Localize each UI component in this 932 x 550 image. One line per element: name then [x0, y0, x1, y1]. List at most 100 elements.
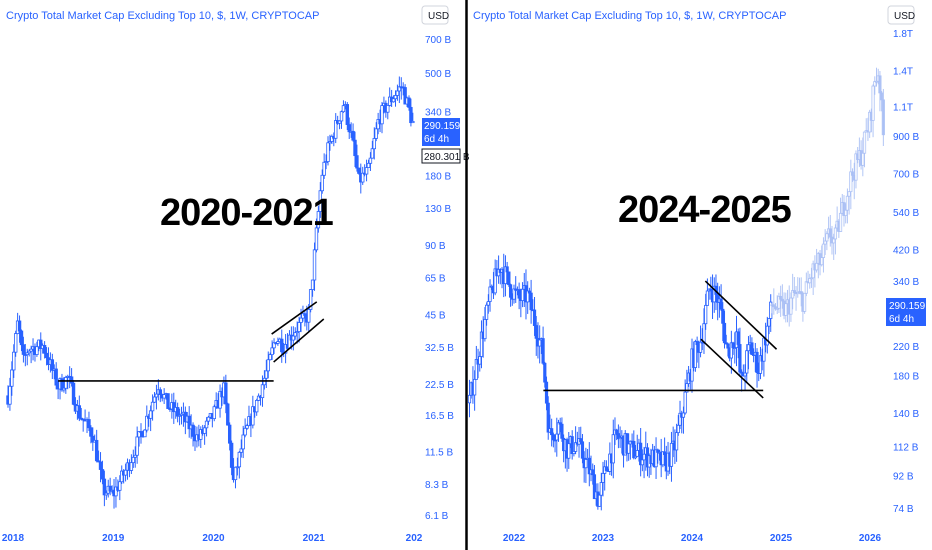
right-price-tick: 1.8T: [893, 29, 913, 40]
right-candle: [633, 455, 638, 459]
left-time-axis: 2018 2019 2020 2021 202: [2, 533, 423, 544]
left-candle: [224, 382, 228, 405]
left-candle: [89, 427, 93, 437]
left-candle: [299, 317, 303, 323]
left-candle: [301, 313, 305, 319]
right-projection-candle: [868, 111, 872, 133]
left-candle: [98, 461, 103, 470]
right-candle: [642, 453, 646, 461]
left-candle: [120, 470, 124, 483]
left-candle: [339, 111, 344, 122]
left-candle: [206, 416, 211, 422]
right-candle: [618, 437, 622, 440]
left-candle: [407, 97, 411, 108]
left-candle: [330, 135, 334, 142]
right-candle: [543, 362, 547, 383]
right-candle: [474, 359, 478, 380]
left-candle: [148, 410, 153, 419]
left-candle: [8, 385, 12, 405]
right-chart-panel[interactable]: Crypto Total Market Cap Excluding Top 10…: [467, 5, 932, 544]
left-chart-panel[interactable]: Crypto Total Market Cap Excluding Top 10…: [2, 5, 470, 544]
right-candle: [517, 289, 521, 299]
right-projection-candle: [844, 209, 848, 217]
right-price-tick: 112 B: [893, 442, 919, 453]
left-candle: [218, 390, 222, 409]
left-candle: [143, 429, 147, 438]
right-projection-candle: [799, 291, 803, 295]
right-period-annotation: 2024-2025: [618, 189, 792, 231]
right-candle: [674, 432, 679, 451]
left-candle: [370, 148, 375, 159]
left-candle: [87, 419, 91, 429]
left-candle: [166, 393, 170, 409]
right-projection-candle: [791, 290, 795, 299]
right-time-tick: 2026: [859, 533, 882, 544]
right-candle: [654, 449, 658, 468]
right-currency-button[interactable]: USD: [887, 5, 915, 25]
left-candle: [233, 466, 238, 481]
right-price-tick: 140 B: [893, 409, 919, 420]
right-price-tick: 420 B: [893, 246, 919, 257]
left-trendline[interactable]: [271, 301, 318, 335]
right-projection-candle: [878, 75, 882, 94]
left-trendline[interactable]: [273, 318, 325, 363]
left-candle: [312, 249, 317, 281]
left-candle: [334, 120, 338, 139]
right-candle: [467, 394, 472, 404]
right-candle: [709, 288, 713, 292]
left-candle: [235, 466, 240, 469]
left-candle: [328, 141, 332, 144]
left-candle: [314, 227, 319, 251]
left-candle: [276, 341, 280, 344]
left-candle: [100, 469, 105, 480]
left-candle: [260, 384, 265, 399]
left-price-tick: 45 B: [425, 310, 446, 321]
left-candle: [366, 162, 371, 168]
left-time-tick: 2020: [202, 533, 225, 544]
right-projection-candle: [821, 243, 826, 258]
right-projection-candle: [850, 171, 855, 176]
right-candle: [512, 288, 516, 300]
left-candle: [380, 105, 384, 125]
right-price-tick: 340 B: [893, 277, 919, 288]
right-candle: [750, 342, 754, 355]
left-currency-button[interactable]: USD: [421, 5, 449, 25]
left-candle: [71, 382, 76, 405]
right-candle: [526, 290, 530, 303]
right-candle: [611, 434, 615, 464]
right-candle: [663, 451, 667, 455]
left-price-axis: 700 B 500 B 340 B 180 B 130 B 90 B 65 B 45 B 32.…: [425, 35, 454, 522]
left-candle: [353, 139, 357, 157]
right-price-tick: 900 B: [893, 132, 919, 143]
right-projection-candle: [861, 152, 865, 166]
left-candle: [283, 344, 288, 354]
right-candle: [587, 457, 591, 475]
right-candle: [538, 339, 542, 347]
left-price-tick: 130 B: [425, 204, 451, 215]
left-candle: [280, 338, 284, 353]
right-candle: [695, 341, 699, 346]
left-time-tick: 2019: [102, 533, 125, 544]
right-candle: [746, 344, 751, 352]
right-candle: [551, 434, 555, 441]
left-candle: [251, 406, 255, 426]
right-trendline[interactable]: [704, 280, 778, 350]
right-trendline[interactable]: [700, 338, 764, 399]
right-candle: [632, 440, 636, 459]
right-projection-candle: [808, 278, 812, 284]
right-candle: [473, 378, 477, 396]
right-candle: [507, 271, 511, 286]
right-candle: [546, 402, 550, 433]
right-projection-candle: [847, 191, 851, 197]
left-candle: [27, 350, 31, 354]
right-candle: [599, 482, 603, 496]
right-candle: [560, 423, 564, 439]
right-candle: [738, 344, 742, 373]
left-candle: [102, 478, 107, 496]
left-candle: [256, 395, 261, 401]
right-projection-candle: [780, 298, 784, 302]
right-candle: [740, 371, 744, 374]
left-candle: [96, 460, 101, 463]
right-candle: [767, 318, 771, 327]
